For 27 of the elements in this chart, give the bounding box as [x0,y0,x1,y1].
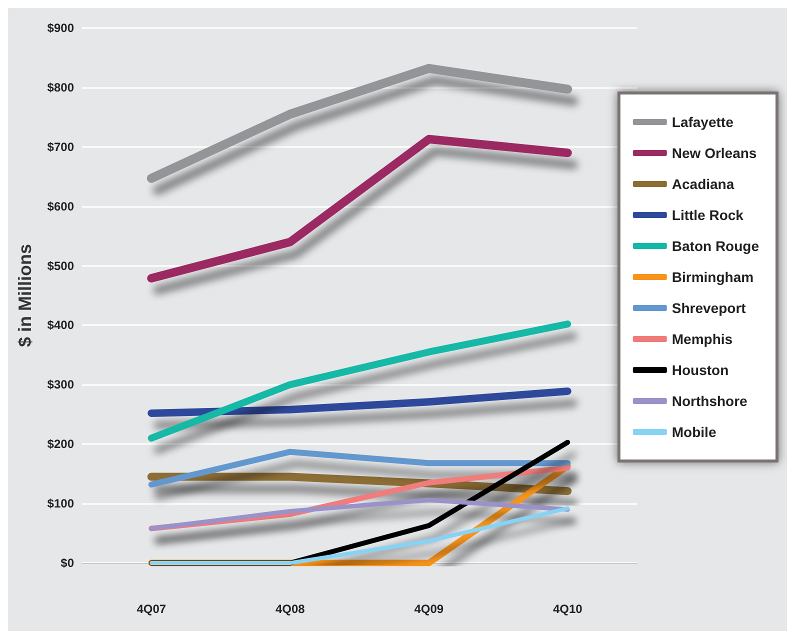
y-tick-label: $800 [47,80,74,94]
x-tick-label: 4Q08 [275,602,306,616]
legend-label: Little Rock [672,207,744,223]
legend-label: Mobile [672,424,716,440]
legend-label: Northshore [672,393,748,409]
y-axis-title: $ in Millions [15,244,35,348]
y-tick-label: $400 [47,318,74,332]
legend-label: Shreveport [672,300,746,316]
y-tick-label: $700 [47,140,74,154]
legend-label: New Orleans [672,145,757,161]
legend-label: Acadiana [672,176,734,192]
x-tick-label: 4Q09 [414,602,444,616]
y-tick-label: $100 [47,496,74,511]
y-tick-label: $600 [47,199,74,214]
legend-label: Houston [672,362,729,378]
x-tick-label: 4Q07 [136,602,166,616]
y-tick-label: $900 [47,21,74,35]
y-tick-label: $500 [47,258,74,273]
y-tick-label: $200 [47,437,74,452]
y-tick-label: $300 [47,378,74,392]
legend-label: Lafayette [672,114,734,130]
legend-label: Birmingham [672,269,754,285]
x-tick-label: 4Q10 [552,602,583,616]
legend-label: Baton Rouge [672,238,760,254]
legend-label: Memphis [672,331,733,347]
line-series [149,498,570,531]
y-tick-label: $0 [60,556,74,570]
